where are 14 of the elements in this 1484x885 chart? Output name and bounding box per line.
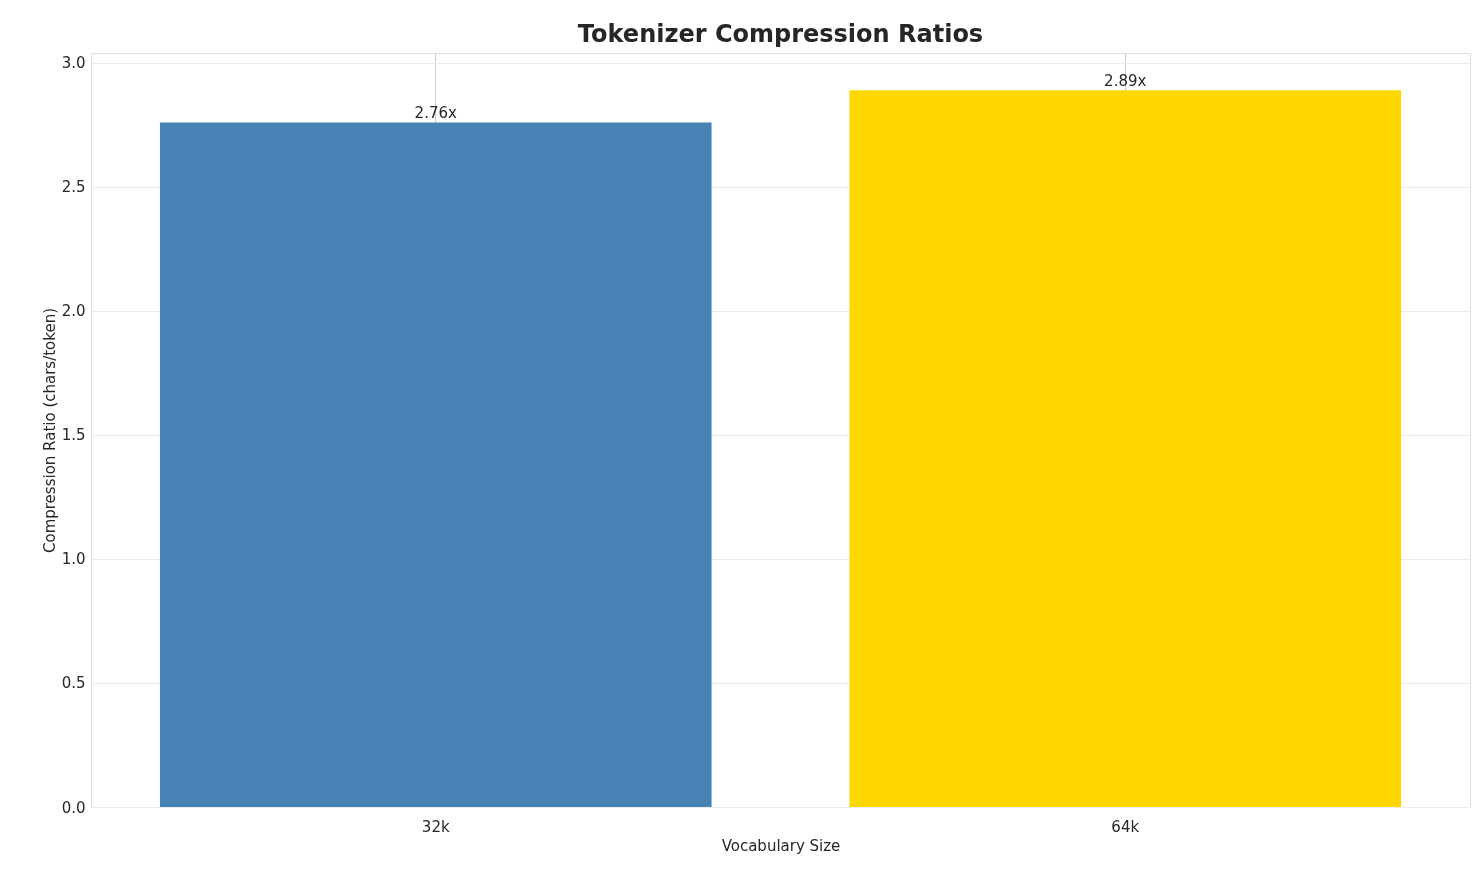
y-tick-label: 2.5: [61, 178, 86, 197]
y-tick-label: 0.5: [61, 674, 86, 693]
data-label: 2.89x: [1104, 72, 1147, 91]
x-tick-label: 32k: [421, 817, 450, 836]
y-axis-title: Compression Ratio (chars/token): [40, 307, 59, 554]
y-tick-label: 1.0: [61, 550, 86, 569]
y-tick-label: 1.5: [61, 426, 86, 445]
y-tick-label: 3.0: [61, 54, 86, 73]
chart-title: Tokenizer Compression Ratios: [577, 20, 984, 48]
x-tick-label: 64k: [1111, 817, 1140, 836]
y-tick-label: 2.0: [61, 302, 86, 321]
x-axis-title: Vocabulary Size: [721, 836, 841, 855]
data-label: 2.76x: [414, 104, 458, 123]
y-tick-label: 0.0: [61, 798, 86, 817]
